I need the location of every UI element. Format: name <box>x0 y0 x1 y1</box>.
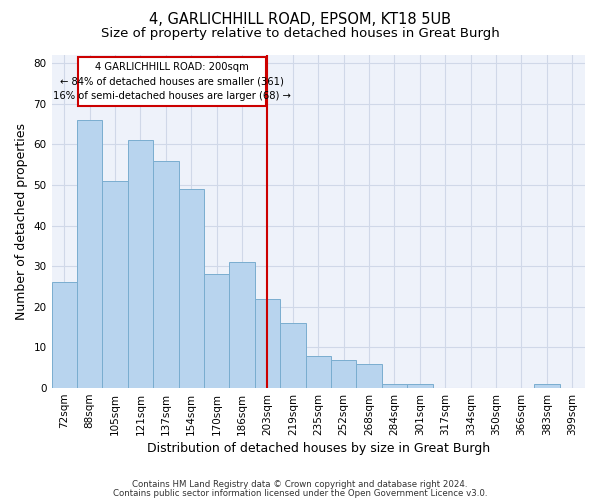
Text: Size of property relative to detached houses in Great Burgh: Size of property relative to detached ho… <box>101 28 499 40</box>
Bar <box>78 57 266 106</box>
Bar <box>407 384 433 388</box>
Bar <box>305 356 331 388</box>
Bar <box>153 160 179 388</box>
Text: 4, GARLICHHILL ROAD, EPSOM, KT18 5UB: 4, GARLICHHILL ROAD, EPSOM, KT18 5UB <box>149 12 451 28</box>
Bar <box>534 384 560 388</box>
Bar <box>52 282 77 388</box>
Text: Contains public sector information licensed under the Open Government Licence v3: Contains public sector information licen… <box>113 489 487 498</box>
Bar <box>229 262 255 388</box>
Bar <box>103 181 128 388</box>
Bar <box>179 189 204 388</box>
Bar <box>331 360 356 388</box>
Text: Contains HM Land Registry data © Crown copyright and database right 2024.: Contains HM Land Registry data © Crown c… <box>132 480 468 489</box>
Bar <box>128 140 153 388</box>
Bar <box>204 274 229 388</box>
Y-axis label: Number of detached properties: Number of detached properties <box>15 123 28 320</box>
Bar <box>280 323 305 388</box>
Text: 4 GARLICHHILL ROAD: 200sqm
← 84% of detached houses are smaller (361)
16% of sem: 4 GARLICHHILL ROAD: 200sqm ← 84% of deta… <box>53 62 291 101</box>
X-axis label: Distribution of detached houses by size in Great Burgh: Distribution of detached houses by size … <box>147 442 490 455</box>
Bar <box>77 120 103 388</box>
Bar <box>356 364 382 388</box>
Bar <box>255 298 280 388</box>
Bar <box>382 384 407 388</box>
